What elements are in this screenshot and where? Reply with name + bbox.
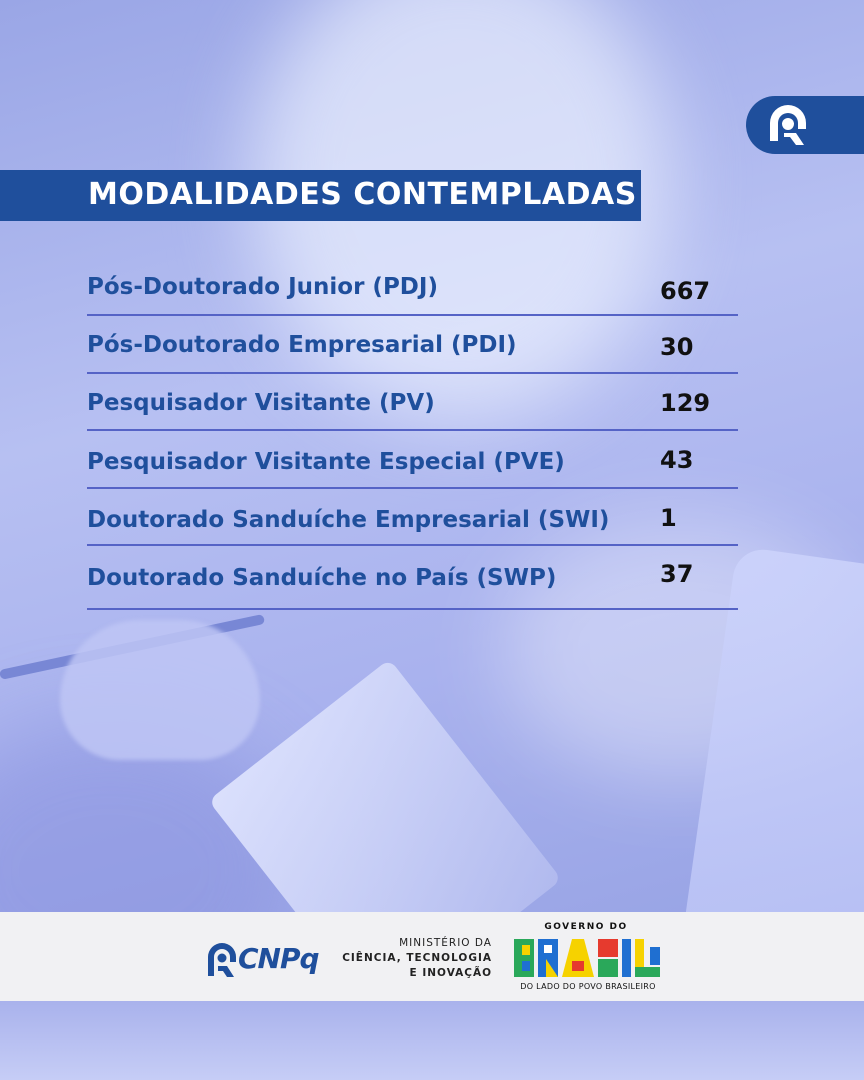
divider: [87, 372, 738, 374]
cnpq-badge: [746, 96, 864, 154]
title-bar: [0, 170, 641, 221]
ministerio-logo: MINISTÉRIO DA CIÊNCIA, TECNOLOGIA E INOV…: [336, 936, 492, 981]
modality-label: Pesquisador Visitante Especial (PVE): [87, 449, 565, 475]
ministerio-line: E INOVAÇÃO: [409, 967, 492, 979]
list-item: Pesquisador Visitante (PV) 129: [87, 386, 738, 443]
governo-slogan: DO LADO DO POVO BRASILEIRO: [520, 982, 656, 991]
divider: [87, 487, 738, 489]
cnpq-wordmark: CNPq: [238, 942, 320, 975]
list-item: Pós-Doutorado Empresarial (PDI) 30: [87, 328, 738, 385]
modality-count: 129: [660, 389, 711, 417]
list-item: Doutorado Sanduíche Empresarial (SWI) 1: [87, 503, 738, 560]
modality-count: 43: [660, 446, 694, 474]
modality-label: Pós-Doutorado Junior (PDJ): [87, 274, 438, 300]
list-item: Doutorado Sanduíche no País (SWP) 37: [87, 560, 738, 618]
divider: [87, 429, 738, 431]
list-item: Pesquisador Visitante Especial (PVE) 43: [87, 445, 738, 502]
modality-count: 1: [660, 504, 677, 532]
brasil-logo: [514, 939, 660, 977]
footer-bar: [0, 912, 864, 1001]
modality-label: Pós-Doutorado Empresarial (PDI): [87, 332, 517, 358]
divider: [87, 314, 738, 316]
cnpq-logo-icon: [208, 943, 236, 977]
governo-label: GOVERNO DO: [544, 922, 628, 932]
ministerio-line: CIÊNCIA, TECNOLOGIA: [342, 952, 492, 964]
modality-label: Doutorado Sanduíche no País (SWP): [87, 565, 557, 591]
modality-count: 37: [660, 560, 694, 588]
background-bottom: [0, 1001, 864, 1080]
page-title: MODALIDADES CONTEMPLADAS: [88, 177, 637, 212]
modality-count: 667: [660, 277, 711, 305]
modality-label: Pesquisador Visitante (PV): [87, 390, 435, 416]
list-item: Pós-Doutorado Junior (PDJ) 667: [87, 270, 738, 327]
modality-count: 30: [660, 333, 694, 361]
modality-label: Doutorado Sanduíche Empresarial (SWI): [87, 507, 610, 533]
divider: [87, 544, 738, 546]
divider: [87, 608, 738, 610]
ministerio-line: MINISTÉRIO DA: [399, 937, 492, 949]
cnpq-logo-icon: [770, 105, 806, 145]
background-hand: [60, 620, 260, 760]
